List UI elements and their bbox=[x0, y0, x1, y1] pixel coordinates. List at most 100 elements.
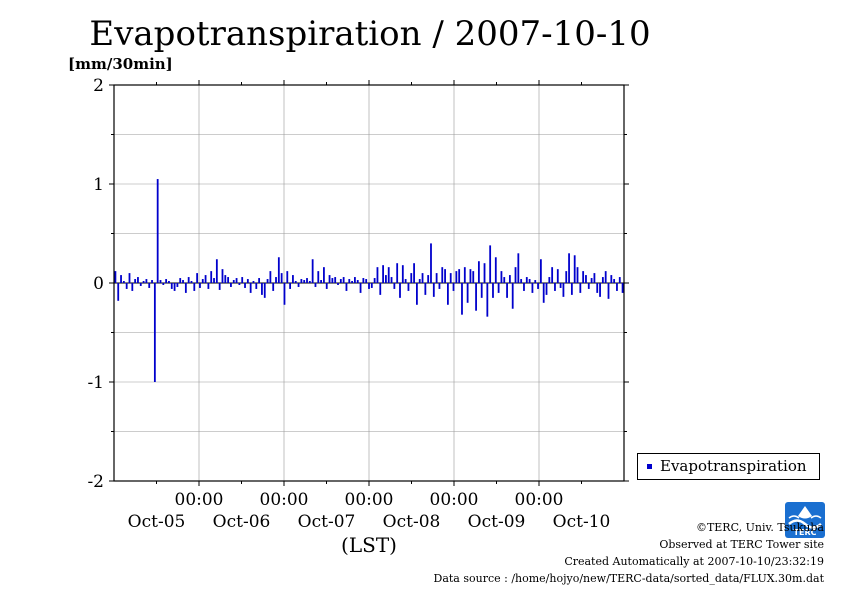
bar bbox=[303, 280, 306, 283]
bar bbox=[184, 283, 187, 293]
bar bbox=[215, 259, 218, 283]
bar bbox=[604, 271, 607, 283]
bar bbox=[314, 283, 317, 287]
bar bbox=[249, 283, 252, 293]
bar bbox=[565, 271, 568, 283]
bar bbox=[435, 273, 438, 283]
bar bbox=[325, 283, 328, 289]
bar bbox=[432, 283, 435, 297]
bar bbox=[370, 283, 373, 288]
bar bbox=[117, 283, 120, 301]
bar bbox=[255, 283, 258, 289]
bar bbox=[461, 283, 463, 315]
y-tick-labels: 2 1 0 -1 -2 bbox=[87, 76, 104, 492]
bar bbox=[359, 283, 362, 293]
bar bbox=[382, 265, 384, 283]
bar bbox=[258, 278, 261, 283]
bar bbox=[356, 280, 359, 283]
bar bbox=[342, 277, 345, 283]
bar bbox=[345, 283, 348, 291]
bar bbox=[193, 283, 196, 291]
bar bbox=[404, 279, 407, 283]
footer-source: Data source : /home/hojyo/new/TERC-data/… bbox=[433, 572, 825, 585]
bar bbox=[187, 277, 190, 283]
bar bbox=[534, 280, 537, 283]
bar bbox=[368, 283, 370, 289]
bar bbox=[306, 278, 308, 283]
bar bbox=[283, 283, 286, 305]
bar bbox=[323, 267, 325, 283]
bar bbox=[449, 273, 452, 283]
terc-logo-icon: TERC bbox=[785, 502, 825, 538]
bar bbox=[286, 271, 289, 283]
bar bbox=[365, 279, 368, 283]
bar bbox=[427, 275, 430, 283]
bar bbox=[266, 279, 269, 283]
bar bbox=[587, 283, 590, 289]
bar bbox=[489, 245, 492, 283]
bar bbox=[294, 281, 297, 283]
bar bbox=[438, 283, 441, 289]
bar bbox=[362, 278, 365, 283]
bar bbox=[277, 257, 280, 283]
bar bbox=[351, 281, 353, 283]
bar bbox=[339, 279, 342, 283]
bar bbox=[139, 283, 142, 286]
bar bbox=[373, 278, 376, 283]
x-axis-label: (LST) bbox=[341, 533, 397, 557]
y-tick-label: -2 bbox=[87, 472, 104, 492]
chart-title: Evapotranspiration / 2007-10-10 bbox=[89, 14, 651, 54]
bar bbox=[452, 283, 455, 291]
bar bbox=[607, 283, 610, 299]
bar bbox=[492, 283, 494, 298]
bar bbox=[204, 275, 207, 283]
bar bbox=[545, 283, 548, 295]
bar bbox=[475, 283, 477, 311]
bar bbox=[503, 277, 506, 283]
bar bbox=[122, 281, 125, 283]
bar bbox=[224, 275, 227, 283]
bar bbox=[235, 278, 238, 283]
bar bbox=[466, 283, 469, 303]
bar bbox=[573, 255, 576, 283]
bar bbox=[483, 263, 486, 283]
bar bbox=[387, 267, 390, 283]
bar bbox=[401, 265, 404, 283]
bar bbox=[463, 267, 466, 283]
bar bbox=[145, 279, 148, 283]
x-day-label: Oct-06 bbox=[213, 512, 271, 532]
bar bbox=[416, 283, 418, 305]
bar bbox=[128, 273, 131, 283]
bar bbox=[331, 278, 334, 283]
x-day-label: Oct-05 bbox=[128, 512, 186, 532]
bar bbox=[537, 283, 539, 289]
bar bbox=[348, 279, 351, 283]
bar bbox=[252, 281, 255, 283]
bar bbox=[221, 269, 224, 283]
bar bbox=[153, 283, 156, 382]
x-day-label: Oct-08 bbox=[383, 512, 441, 532]
bar bbox=[618, 277, 621, 283]
bar bbox=[385, 275, 387, 283]
bar bbox=[317, 271, 320, 283]
x-tick-time-label: 00:00 bbox=[515, 490, 564, 510]
bar bbox=[120, 275, 122, 283]
bar bbox=[131, 283, 134, 291]
bar bbox=[590, 278, 593, 283]
bar bbox=[137, 277, 139, 283]
bar bbox=[469, 269, 472, 283]
footer-observed: Observed at TERC Tower site bbox=[659, 538, 824, 551]
bar bbox=[232, 280, 235, 283]
bar bbox=[238, 283, 241, 285]
bar bbox=[562, 283, 565, 297]
bar bbox=[430, 243, 432, 283]
bar bbox=[159, 280, 162, 283]
bar-series bbox=[114, 179, 624, 382]
bar bbox=[576, 267, 579, 283]
bar bbox=[227, 277, 230, 283]
bar bbox=[542, 283, 545, 303]
bar bbox=[424, 283, 427, 295]
bar bbox=[170, 283, 173, 289]
bar bbox=[531, 283, 534, 293]
